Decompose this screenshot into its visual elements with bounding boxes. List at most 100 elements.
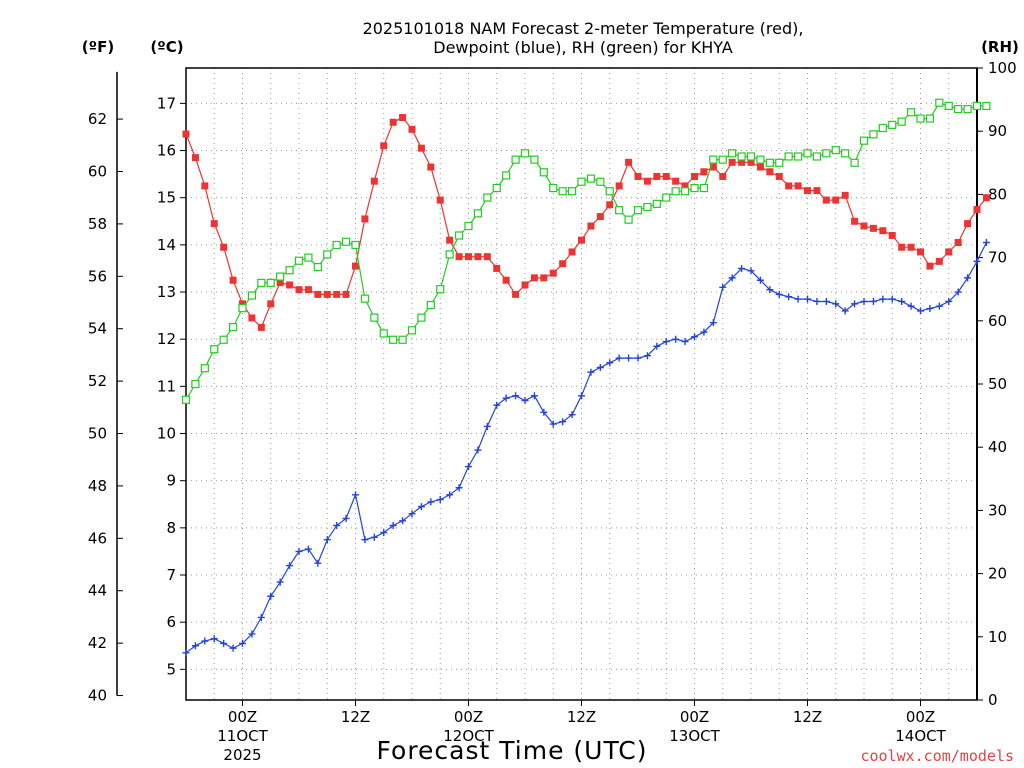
temperature-point: [738, 158, 746, 166]
rh-point: [285, 266, 294, 275]
dewpoint-point: [389, 521, 397, 529]
series-plus: [182, 239, 990, 657]
data-series: [181, 98, 991, 657]
rh-point: [737, 152, 746, 161]
rh-tick-label: 10: [988, 628, 1007, 646]
temperature-point: [512, 290, 520, 298]
rh-point: [784, 152, 793, 161]
rh-point: [652, 199, 661, 208]
dewpoint-point: [559, 418, 567, 426]
rh-point: [502, 171, 511, 180]
temperature-point: [841, 191, 849, 199]
x-tick-label: 12Z: [567, 708, 596, 726]
rh-point: [718, 155, 727, 164]
temperature-point: [945, 248, 953, 256]
temperature-point: [295, 286, 303, 294]
rh-point: [728, 149, 737, 158]
temperature-point: [596, 213, 604, 221]
dewpoint-point: [775, 290, 783, 298]
x-tick-label: 00Z: [906, 708, 935, 726]
fahrenheit-tick-label: 42: [88, 634, 107, 652]
temperature-point: [276, 279, 284, 287]
dewpoint-point: [239, 639, 246, 647]
temperature-point: [587, 222, 595, 230]
rh-point: [680, 187, 690, 196]
dewpoint-point: [700, 328, 708, 336]
rh-point: [822, 149, 831, 158]
temperature-point: [935, 257, 943, 265]
dewpoint-point: [945, 297, 953, 305]
temperature-point: [333, 290, 341, 298]
temperature-point: [860, 222, 868, 230]
rh-point: [266, 278, 275, 287]
rh-tick-label: 100: [988, 59, 1017, 77]
fahrenheit-tick-label: 62: [88, 110, 107, 128]
temperature-point: [502, 276, 510, 284]
dewpoint-point: [465, 463, 472, 471]
temperature-point: [728, 158, 736, 166]
dewpoint-point: [615, 354, 623, 362]
temperature-point: [954, 239, 962, 247]
rh-point: [219, 335, 228, 344]
chart-title-line-1: 2025101018 NAM Forecast 2-meter Temperat…: [363, 19, 804, 38]
dewpoint-point: [352, 491, 359, 499]
source-credit: coolwx.com/models: [860, 747, 1014, 765]
fahrenheit-tick-label: 52: [88, 372, 107, 390]
temperature-point: [964, 220, 972, 228]
dewpoint-point: [286, 562, 294, 570]
chart-title-line-2: Dewpoint (blue), RH (green) for KHYA: [433, 38, 733, 57]
rh-point: [511, 155, 520, 164]
dewpoint-point: [361, 536, 369, 544]
dewpoint-point: [380, 529, 388, 537]
dewpoint-point: [709, 319, 717, 327]
fahrenheit-tick-label: 40: [88, 687, 107, 705]
temperature-point: [389, 118, 397, 126]
temperature-point: [719, 172, 727, 180]
temperature-point: [549, 269, 557, 277]
rh-point: [671, 187, 680, 196]
rh-point: [963, 104, 972, 114]
dewpoint-point: [596, 363, 604, 371]
temperature-point: [257, 323, 265, 331]
dewpoint-point: [417, 503, 425, 511]
celsius-tick-label: 10: [157, 425, 176, 443]
dewpoint-point: [304, 545, 312, 553]
dewpoint-point: [691, 333, 698, 341]
rh-point: [228, 323, 238, 332]
temperature-point: [785, 182, 793, 190]
celsius-tick-label: 13: [157, 283, 176, 301]
dewpoint-point: [502, 394, 510, 402]
dewpoint-point: [888, 295, 896, 303]
dewpoint-point: [512, 392, 520, 400]
rh-point: [690, 183, 699, 193]
dewpoint-point: [436, 496, 444, 504]
rh-point: [473, 209, 483, 218]
temperature-point: [417, 144, 425, 152]
rh-point: [247, 291, 257, 300]
dewpoint-point: [474, 446, 482, 454]
x-tick-label: 00Z: [680, 708, 709, 726]
fahrenheit-unit-label: (ºF): [82, 38, 114, 56]
temperature-point: [380, 142, 388, 150]
celsius-unit-label: (ºC): [150, 38, 183, 56]
temperature-point: [220, 243, 228, 251]
rh-point: [436, 285, 445, 294]
celsius-tick-label: 15: [157, 189, 176, 207]
dewpoint-point: [521, 397, 529, 405]
rh-point: [878, 123, 887, 133]
temperature-point: [888, 231, 896, 239]
temperature-point: [615, 182, 623, 190]
dewpoint-point: [493, 401, 501, 409]
rh-point: [530, 155, 539, 164]
rh-point: [351, 240, 360, 250]
temperature-point: [898, 243, 906, 251]
temperature-point: [493, 264, 501, 272]
temperature-point: [766, 168, 774, 176]
x-tick-date: 14OCT: [895, 727, 946, 745]
rh-point: [709, 155, 718, 164]
rh-point: [567, 187, 577, 196]
dewpoint-point: [427, 498, 435, 506]
rh-point: [454, 231, 464, 240]
temperature-point: [229, 276, 237, 284]
